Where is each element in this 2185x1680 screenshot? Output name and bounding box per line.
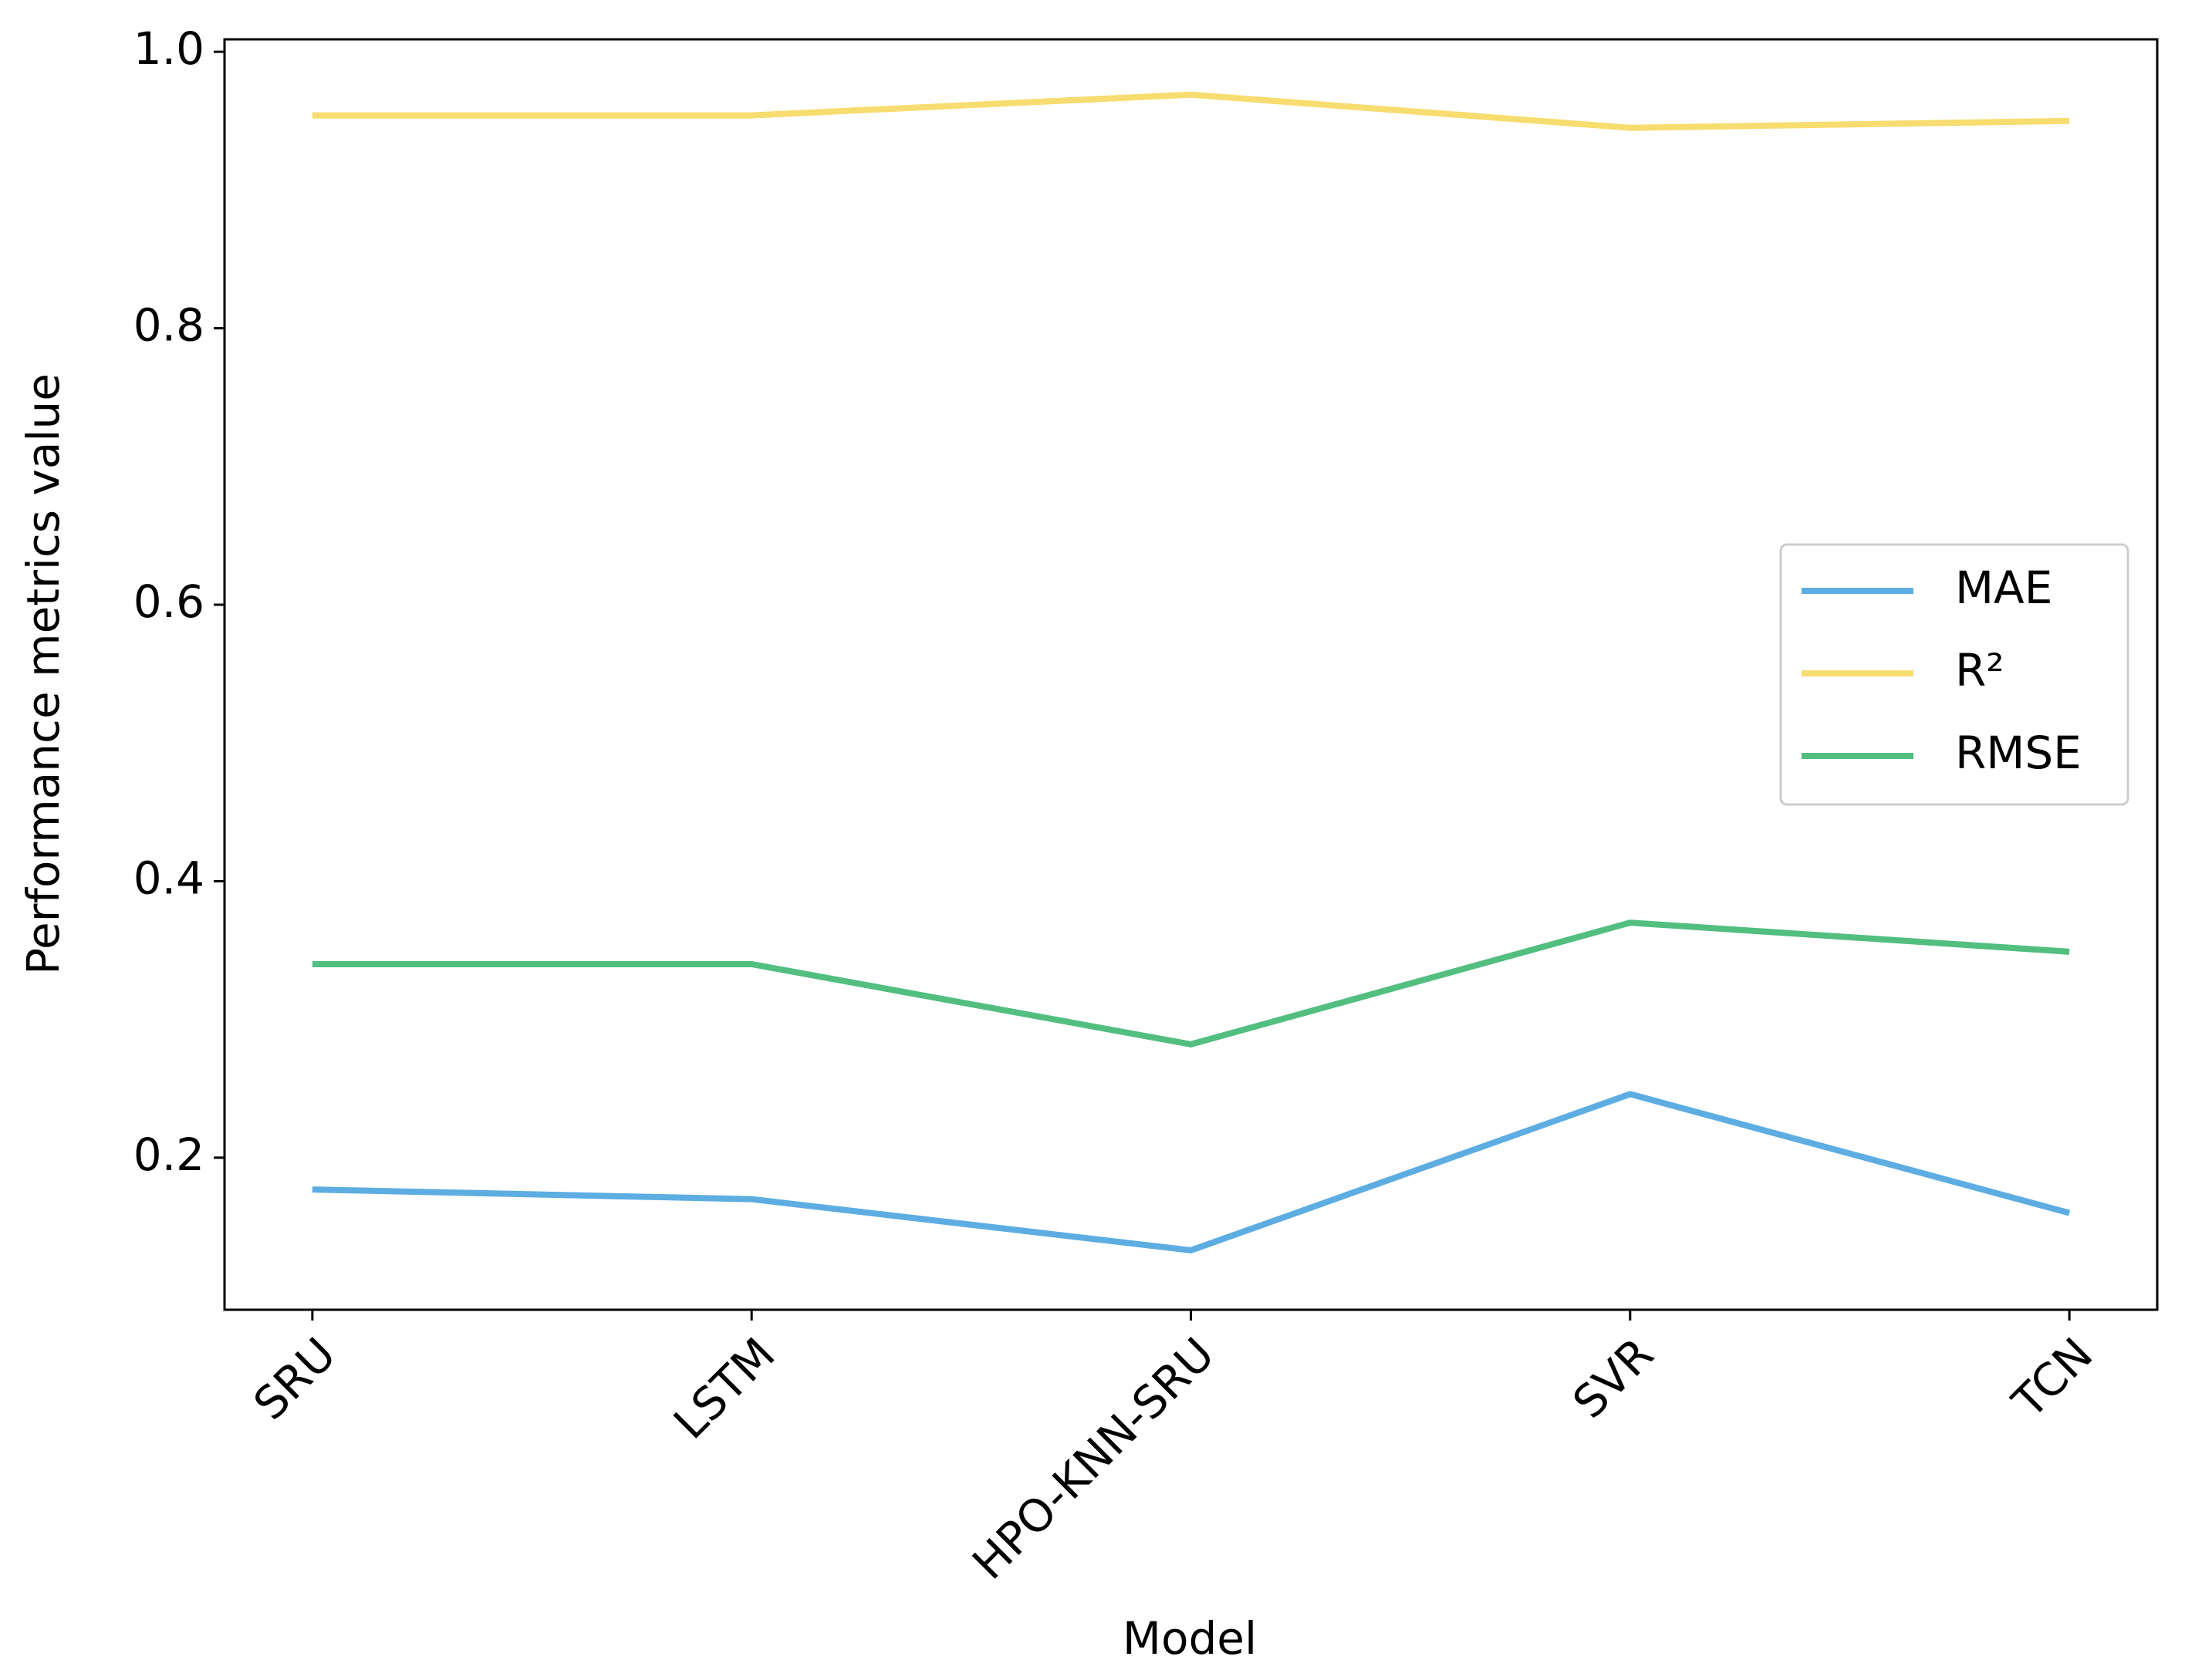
y-axis-label: Performance metrics value bbox=[17, 373, 69, 975]
legend-label: RMSE bbox=[1955, 727, 2082, 779]
x-axis-label: Model bbox=[1123, 1612, 1257, 1665]
x-tick-label: TCN bbox=[2002, 1327, 2103, 1429]
legend-label: MAE bbox=[1955, 562, 2052, 614]
y-tick-label: 1.0 bbox=[133, 22, 204, 75]
x-tick-label: LSTM bbox=[664, 1327, 785, 1449]
y-tick-label: 0.4 bbox=[133, 852, 204, 905]
y-tick-label: 0.2 bbox=[133, 1128, 204, 1181]
line-series bbox=[312, 91, 2070, 131]
line-series bbox=[312, 919, 2070, 1047]
legend-box bbox=[1779, 543, 2129, 806]
y-tick-label: 0.8 bbox=[133, 299, 204, 352]
y-tick-label: 0.6 bbox=[133, 575, 204, 628]
x-tick-label: SVR bbox=[1562, 1327, 1663, 1429]
x-tick-label: SRU bbox=[244, 1327, 346, 1430]
x-tick-label: HPO-KNN-SRU bbox=[962, 1327, 1224, 1589]
line-series bbox=[312, 1091, 2071, 1253]
legend-label: R² bbox=[1955, 644, 2004, 697]
